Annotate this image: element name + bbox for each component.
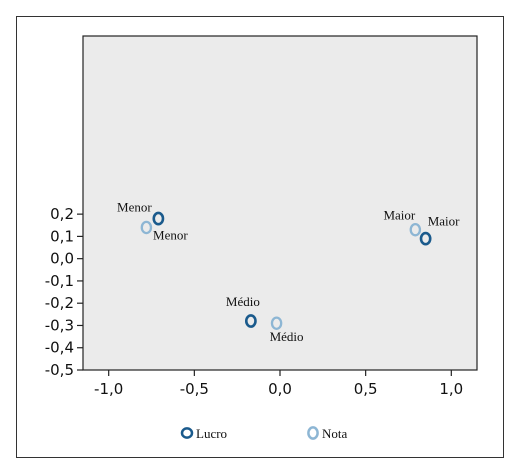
point-label: Maior: [383, 208, 415, 223]
point-label: Menor: [117, 200, 152, 215]
y-tick-label: -0,5: [45, 361, 74, 379]
legend-marker-lucro: [180, 427, 194, 439]
y-tick-label: 0,1: [50, 227, 74, 245]
y-tick-label: -0,4: [45, 339, 74, 357]
data-point-lucro: [419, 231, 432, 246]
x-tick-label: -1,0: [94, 380, 123, 398]
data-point-nota: [409, 222, 422, 237]
point-label: Maior: [428, 214, 460, 229]
point-label: Menor: [153, 227, 188, 242]
scatter-chart: -1,0 -0,5 0,0 0,5 1,0 0,2 0,1 0,0 -0,1 -0,2 -0,3 -…: [45, 35, 478, 441]
data-point-nota: [270, 316, 283, 330]
y-tick-label: 0,0: [50, 250, 74, 268]
point-label: Médio: [226, 294, 260, 309]
legend-label-lucro: Lucro: [196, 426, 227, 441]
y-tick-label: 0,2: [50, 205, 74, 223]
data-point-nota: [140, 220, 153, 235]
x-tick-label: 1,0: [439, 380, 463, 398]
y-tick-label: -0,2: [45, 294, 74, 312]
x-axis: -1,0 -0,5 0,0 0,5 1,0: [94, 370, 463, 398]
y-tick-label: -0,1: [45, 272, 74, 290]
x-tick-label: -0,5: [180, 380, 209, 398]
point-label: Médio: [270, 329, 304, 344]
data-point-lucro: [244, 314, 257, 328]
plot-area: [82, 35, 478, 371]
y-tick-label: -0,3: [45, 316, 74, 334]
y-axis: 0,2 0,1 0,0 -0,1 -0,2 -0,3 -0,4 -0,5: [45, 205, 83, 379]
legend: Lucro Nota: [180, 426, 348, 441]
legend-marker-nota: [307, 426, 319, 440]
chart-frame: -1,0 -0,5 0,0 0,5 1,0 0,2 0,1 0,0 -0,1 -0,2 -0,3 -…: [16, 16, 504, 458]
data-point-lucro: [152, 211, 165, 226]
legend-label-nota: Nota: [322, 426, 348, 441]
data-points: Menor Médio Maior Menor Médio Maior: [117, 200, 460, 345]
x-tick-label: 0,0: [268, 380, 292, 398]
x-tick-label: 0,5: [354, 380, 378, 398]
